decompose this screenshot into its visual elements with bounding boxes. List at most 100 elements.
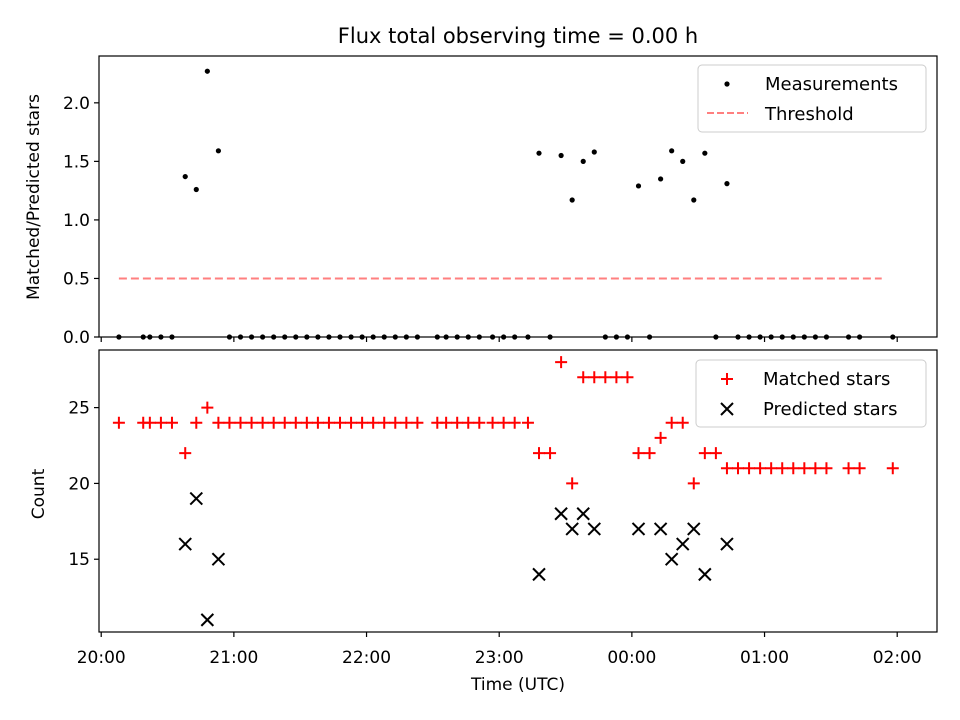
count-legend-box <box>695 359 927 428</box>
predicted-star-point <box>211 552 226 566</box>
measurement-point <box>193 186 199 193</box>
predicted-star-point <box>200 613 215 627</box>
matched-star-point <box>201 401 214 414</box>
measurement-point <box>669 148 675 154</box>
matched-star-point <box>256 416 269 429</box>
matched-legend-marker <box>721 373 733 385</box>
matched-star-point <box>311 416 324 429</box>
threshold-legend-label: Threshold <box>764 104 854 125</box>
predicted-star-point <box>587 522 601 536</box>
measurement-point <box>558 152 564 159</box>
matched-star-point <box>533 447 546 460</box>
count-panel: 15 20 25 20:00 21:00 22:00 23:00 00:00 01:00 02:0… <box>29 349 938 695</box>
matched-star-point <box>334 416 347 429</box>
measurement-point <box>591 149 597 155</box>
matched-star-point <box>378 416 391 429</box>
matched-star-point <box>212 416 225 429</box>
predicted-star-point <box>565 522 579 536</box>
measurement-point <box>204 68 210 74</box>
matched-star-point <box>886 462 899 475</box>
x-tick-label: 00:00 <box>607 648 656 668</box>
matched-star-point <box>300 416 313 429</box>
matched-star-point <box>665 416 678 429</box>
measurement-point <box>569 197 575 203</box>
matched-star-point <box>486 416 499 429</box>
matched-star-point <box>643 447 656 460</box>
matched-star-point <box>820 462 833 475</box>
matched-star-point <box>223 416 236 429</box>
matched-star-point <box>411 416 424 429</box>
matched-star-point <box>179 447 192 460</box>
matched-star-point <box>462 416 475 429</box>
matched-star-point <box>798 462 811 475</box>
matched-star-point <box>112 416 125 429</box>
matched-star-point <box>322 416 335 429</box>
measurement-point <box>580 158 586 164</box>
measurement-point <box>182 173 188 180</box>
matched-star-point <box>743 462 756 475</box>
matched-star-point <box>521 416 534 429</box>
matched-star-point <box>544 447 557 460</box>
matched-star-point <box>632 447 645 460</box>
matched-star-point <box>143 416 156 429</box>
matched-star-point <box>676 416 689 429</box>
y-tick-label: 20 <box>68 474 90 494</box>
matched-star-point <box>289 416 302 429</box>
matched-star-point <box>440 416 453 429</box>
x-tick-label: 21:00 <box>209 648 258 668</box>
measurement-point <box>215 148 221 154</box>
matched-star-point <box>853 462 866 475</box>
matched-star-point <box>809 462 822 475</box>
ratio-panel-ylabel: Matched/Predicted stars <box>24 94 44 300</box>
measurement-point <box>691 197 697 203</box>
matched-star-point <box>709 447 722 460</box>
matched-star-point <box>787 462 800 475</box>
measurement-point <box>724 181 730 187</box>
count-legend: Matched stars Predicted stars <box>695 359 927 428</box>
predicted-legend-label: Predicted stars <box>763 399 897 420</box>
count-panel-ylabel: Count <box>29 468 49 519</box>
figure-title: Flux total observing time = 0.00 h <box>338 24 698 48</box>
matched-star-point <box>278 416 291 429</box>
matched-star-point <box>165 416 178 429</box>
matched-star-point <box>588 371 601 384</box>
matched-star-point <box>754 462 767 475</box>
predicted-star-point <box>720 537 734 551</box>
matched-star-point <box>776 462 789 475</box>
x-tick-label: 23:00 <box>475 648 524 668</box>
predicted-star-point <box>687 522 701 536</box>
matched-star-point <box>765 462 778 475</box>
predicted-star-point <box>554 507 568 521</box>
measurements-legend-marker <box>724 81 730 87</box>
x-axis-label: Time (UTC) <box>470 675 565 695</box>
matched-star-point <box>190 416 203 429</box>
matched-star-point <box>732 462 745 475</box>
x-tick-label: 02:00 <box>873 648 922 668</box>
matched-star-point <box>720 462 733 475</box>
predicted-star-point <box>189 491 203 506</box>
matched-star-point <box>610 371 623 384</box>
matched-star-point <box>577 371 590 384</box>
measurement-point <box>635 183 642 189</box>
predicted-star-point <box>178 537 192 551</box>
matched-star-point <box>154 416 167 429</box>
matched-star-point <box>621 371 634 384</box>
ratio-panel-frame <box>98 55 938 338</box>
predicted-star-point <box>698 567 712 582</box>
x-tick-label: 22:00 <box>342 648 391 668</box>
matched-star-point <box>654 431 667 444</box>
y-tick-label: 15 <box>68 550 90 570</box>
measurement-point <box>536 150 542 156</box>
matched-star-point <box>555 356 568 369</box>
predicted-star-point <box>676 537 690 551</box>
matched-star-point <box>473 416 486 429</box>
measurements-legend-label: Measurements <box>765 74 898 95</box>
y-tick-label: 25 <box>68 399 90 419</box>
y-tick-label: 0.5 <box>63 269 90 289</box>
matched-star-point <box>245 416 258 429</box>
measurement-point <box>702 150 708 156</box>
y-tick-label: 2.0 <box>63 94 90 114</box>
ratio-legend: Measurements Threshold <box>697 64 927 133</box>
count-panel-frame <box>98 349 938 633</box>
